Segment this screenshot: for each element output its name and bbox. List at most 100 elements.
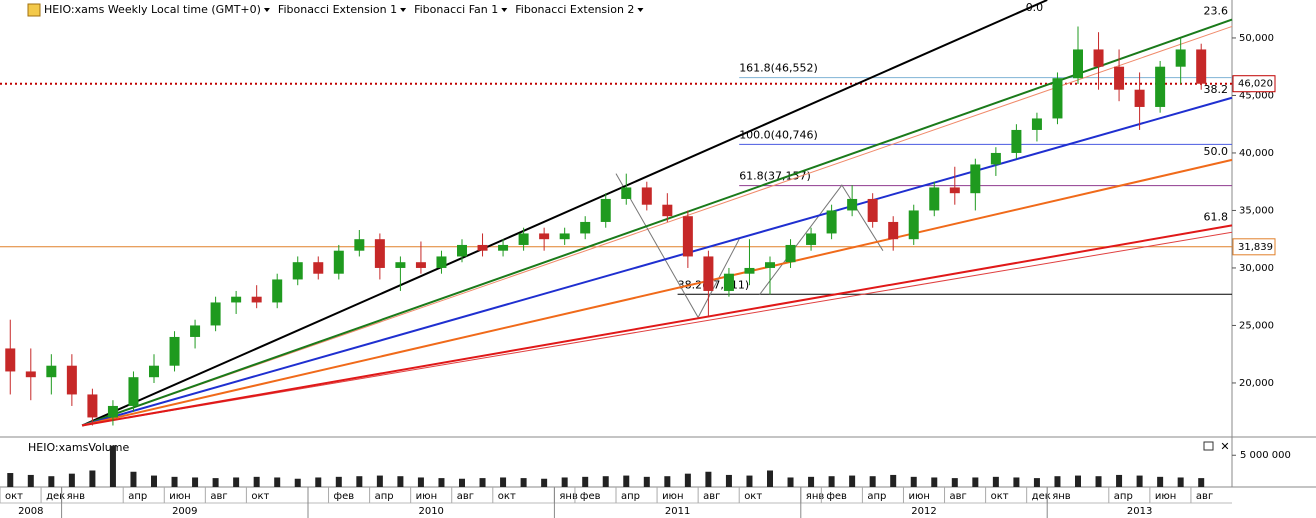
volume-bar: [68, 473, 75, 487]
dropdown-arrow: [400, 8, 407, 12]
volume-bar: [808, 476, 815, 487]
volume-bar: [27, 474, 34, 487]
maximize-button[interactable]: [1203, 441, 1214, 451]
year-label: 2011: [665, 506, 690, 517]
candle-body: [929, 187, 940, 211]
volume-bar: [787, 477, 794, 487]
symbol-icon[interactable]: [27, 3, 41, 17]
fan-line: [81, 0, 1048, 427]
header-item[interactable]: Fibonacci Extension 2: [515, 3, 634, 16]
candle-body: [539, 233, 550, 240]
x-tick-label: июн: [662, 491, 683, 502]
volume-bar: [356, 476, 363, 487]
x-tick-label: фев: [826, 491, 847, 502]
x-tick-label: апр: [375, 491, 394, 502]
volume-bar: [1177, 477, 1184, 487]
x-tick-label: окт: [498, 491, 516, 502]
candle-body: [1196, 49, 1207, 84]
x-tick-label: дек: [46, 491, 65, 502]
y-tick-label: 45,000: [1239, 90, 1274, 101]
candle-body: [46, 365, 57, 378]
y-tick-label: 30,000: [1239, 263, 1274, 274]
fib-level-label: 161.8(46,552): [739, 62, 818, 75]
candle-body: [333, 250, 344, 274]
x-tick-label: янв: [806, 491, 825, 502]
volume-bar: [992, 476, 999, 487]
volume-bar: [171, 476, 178, 487]
header-item[interactable]: HEIO:xams Weekly Local time (GMT+0): [44, 3, 261, 16]
x-tick-label: июн: [1155, 491, 1176, 502]
close-button[interactable]: ✕: [1220, 440, 1229, 453]
candle-body: [1011, 129, 1022, 153]
y-tick-label: 20,000: [1239, 378, 1274, 389]
candle-body: [806, 233, 817, 245]
candle-body: [580, 221, 591, 234]
candle-body: [559, 233, 570, 240]
volume-bar: [869, 476, 876, 487]
volume-bar: [479, 478, 486, 487]
volume-bar: [1054, 476, 1061, 487]
volume-bar: [212, 478, 219, 487]
candle-body: [1093, 49, 1104, 67]
volume-bar: [541, 478, 548, 487]
volume-bar: [459, 478, 465, 487]
volume-bar: [910, 476, 917, 487]
volume-bar: [746, 475, 753, 487]
candle-body: [621, 187, 632, 199]
candle-body: [662, 204, 673, 217]
volume-bar: [1033, 478, 1040, 487]
volume-bar: [828, 476, 835, 487]
x-tick-label: июн: [169, 491, 190, 502]
volume-bar: [1136, 475, 1143, 487]
candle-body: [600, 198, 611, 222]
volume-bar: [89, 470, 96, 487]
volume-bar: [705, 471, 712, 487]
fan-line: [81, 158, 1233, 427]
candle-body: [231, 296, 242, 303]
x-tick-label: апр: [867, 491, 886, 502]
volume-bar: [725, 474, 732, 487]
trend-line: [82, 231, 1233, 426]
x-tick-label: окт: [991, 491, 1009, 502]
fan-label: 50.0: [1204, 145, 1229, 158]
volume-bar: [500, 477, 507, 487]
candle-body: [1175, 49, 1186, 67]
volume-tick-label: 5 000 000: [1240, 450, 1291, 461]
volume-bar: [602, 476, 609, 487]
volume-bar: [664, 476, 671, 487]
header-item[interactable]: Fibonacci Extension 1: [278, 3, 397, 16]
volume-bar: [931, 477, 938, 487]
fib-level-label: 61.8(37,157): [739, 170, 811, 183]
dropdown-arrow: [263, 8, 270, 12]
x-tick-label: апр: [128, 491, 147, 502]
volume-bar: [192, 477, 199, 487]
header: HEIO:xams Weekly Local time (GMT+0) Fibon…: [44, 3, 644, 16]
dropdown-arrow: [501, 8, 508, 12]
candle-body: [847, 198, 858, 211]
candle-body: [641, 187, 652, 205]
y-tick-label: 40,000: [1239, 148, 1274, 159]
x-tick-label: авг: [703, 491, 720, 502]
volume-bar: [315, 477, 322, 487]
volume-bar: [7, 473, 14, 487]
x-tick-label: фев: [334, 491, 355, 502]
candle-body: [723, 273, 734, 291]
x-tick-label: окт: [744, 491, 762, 502]
x-tick-label: апр: [621, 491, 640, 502]
candle-body: [169, 336, 180, 366]
price-marker-box: [1232, 238, 1276, 256]
candle-body: [1114, 66, 1125, 90]
x-tick-label: янв: [67, 491, 86, 502]
fan-line: [81, 96, 1233, 427]
year-label: 2012: [911, 506, 936, 517]
year-label: 2010: [418, 506, 443, 517]
candle-body: [518, 233, 529, 245]
candle-body: [1073, 49, 1083, 79]
candle-body: [395, 262, 406, 268]
fib-level-label: 100.0(40,746): [739, 128, 818, 141]
header-item[interactable]: Fibonacci Fan 1: [414, 3, 498, 16]
candle-body: [498, 244, 509, 251]
candle-body: [251, 296, 262, 303]
candle-body: [354, 239, 365, 251]
price-marker-box: [1232, 75, 1276, 93]
